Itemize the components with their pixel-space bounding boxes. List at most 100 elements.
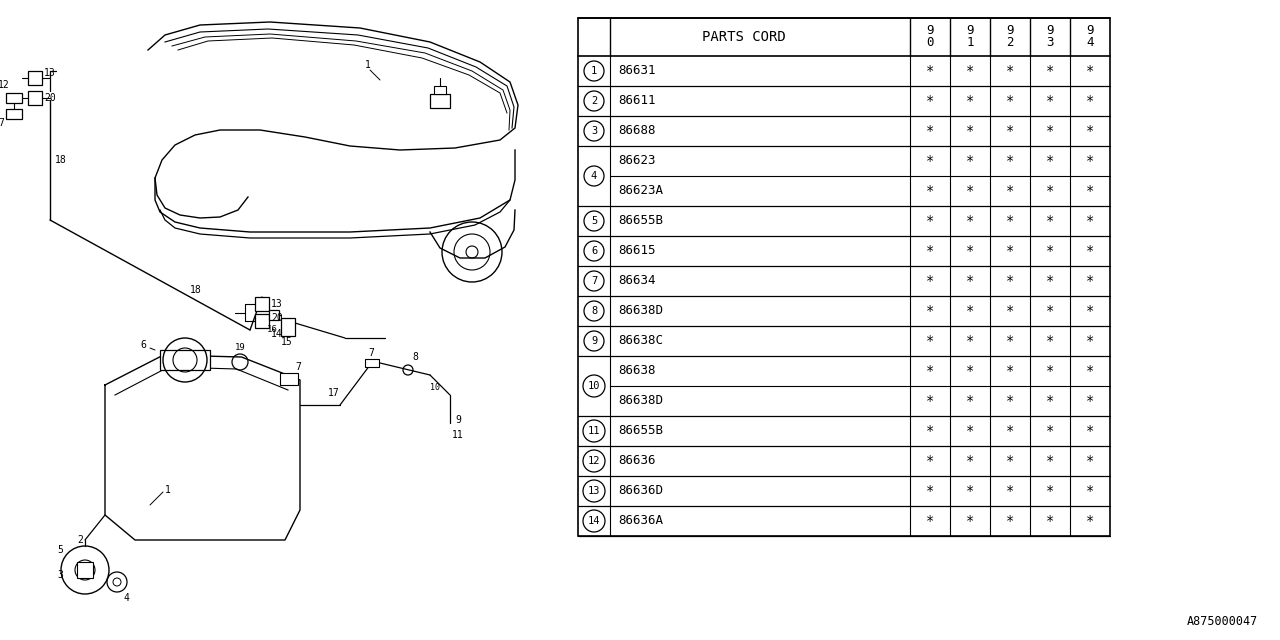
Bar [434, 86, 445, 94]
Text: 12: 12 [588, 456, 600, 466]
Text: *: * [966, 154, 974, 168]
Text: 7: 7 [294, 362, 301, 372]
Text: *: * [925, 454, 934, 468]
Text: *: * [1046, 394, 1055, 408]
Text: 3: 3 [591, 126, 598, 136]
Text: *: * [1085, 64, 1094, 78]
Text: 4: 4 [123, 593, 129, 603]
Text: 4: 4 [591, 171, 598, 181]
Text: PARTS CORD: PARTS CORD [703, 30, 786, 44]
Text: *: * [925, 154, 934, 168]
Bar [255, 297, 269, 311]
Text: *: * [1046, 364, 1055, 378]
Text: *: * [1006, 154, 1014, 168]
Text: *: * [925, 364, 934, 378]
Text: *: * [1046, 454, 1055, 468]
Text: *: * [966, 484, 974, 498]
Text: *: * [1046, 154, 1055, 168]
Text: *: * [966, 514, 974, 528]
Text: *: * [1046, 94, 1055, 108]
Text: *: * [1006, 484, 1014, 498]
Text: *: * [966, 274, 974, 288]
Text: *: * [925, 244, 934, 258]
Text: *: * [1006, 394, 1014, 408]
Text: 86655B: 86655B [618, 424, 663, 438]
Text: 86688: 86688 [618, 125, 655, 138]
Text: *: * [925, 94, 934, 108]
Text: 15: 15 [282, 337, 293, 347]
Text: *: * [1085, 244, 1094, 258]
Text: *: * [966, 334, 974, 348]
Text: *: * [1006, 514, 1014, 528]
Text: *: * [1085, 484, 1094, 498]
Text: *: * [1046, 124, 1055, 138]
Text: *: * [966, 244, 974, 258]
Text: *: * [1085, 184, 1094, 198]
Text: 86623: 86623 [618, 154, 655, 168]
Text: 14: 14 [588, 516, 600, 526]
Text: 9: 9 [966, 24, 974, 38]
Text: 0: 0 [927, 36, 933, 49]
Text: *: * [925, 334, 934, 348]
Text: *: * [1046, 244, 1055, 258]
Text: *: * [1006, 454, 1014, 468]
Text: *: * [1085, 514, 1094, 528]
Text: 86655B: 86655B [618, 214, 663, 227]
Bar [282, 318, 294, 336]
Text: 13: 13 [588, 486, 600, 496]
Text: *: * [1006, 184, 1014, 198]
Text: *: * [966, 454, 974, 468]
Text: 19: 19 [236, 344, 246, 353]
Text: 1: 1 [165, 485, 170, 495]
Text: *: * [1046, 424, 1055, 438]
Text: *: * [966, 214, 974, 228]
Text: *: * [966, 394, 974, 408]
Text: *: * [1006, 94, 1014, 108]
Bar [6, 109, 22, 119]
Text: 9: 9 [1046, 24, 1053, 38]
Text: 86636D: 86636D [618, 484, 663, 497]
Text: *: * [925, 424, 934, 438]
Text: 3: 3 [58, 570, 63, 580]
Text: 9: 9 [591, 336, 598, 346]
Text: *: * [1085, 304, 1094, 318]
Text: *: * [1046, 514, 1055, 528]
Text: 14: 14 [271, 329, 283, 339]
Text: 7: 7 [369, 348, 374, 358]
Text: *: * [1085, 94, 1094, 108]
Text: 10: 10 [430, 383, 440, 392]
Bar [269, 310, 279, 320]
Text: 12: 12 [0, 80, 10, 90]
Text: *: * [1006, 64, 1014, 78]
Text: 5: 5 [58, 545, 63, 555]
Text: *: * [1085, 454, 1094, 468]
Bar [6, 93, 22, 103]
Text: *: * [1006, 424, 1014, 438]
Text: *: * [1085, 214, 1094, 228]
Text: 86611: 86611 [618, 95, 655, 108]
Text: *: * [966, 184, 974, 198]
Text: *: * [966, 94, 974, 108]
Text: 18: 18 [189, 285, 202, 295]
Bar [160, 350, 210, 370]
Text: A875000047: A875000047 [1187, 615, 1258, 628]
Text: *: * [1006, 304, 1014, 318]
Text: *: * [1006, 214, 1014, 228]
Bar [365, 359, 379, 367]
Text: 9: 9 [1087, 24, 1093, 38]
Text: *: * [1006, 244, 1014, 258]
Text: 8: 8 [591, 306, 598, 316]
Text: 86623A: 86623A [618, 184, 663, 198]
Text: 86634: 86634 [618, 275, 655, 287]
Text: 9: 9 [927, 24, 933, 38]
Text: *: * [1085, 424, 1094, 438]
Text: 7: 7 [591, 276, 598, 286]
Text: *: * [925, 124, 934, 138]
Text: *: * [925, 394, 934, 408]
Text: *: * [1006, 274, 1014, 288]
Text: 2: 2 [1006, 36, 1014, 49]
Text: 4: 4 [1087, 36, 1093, 49]
Text: 20: 20 [44, 93, 56, 103]
Text: *: * [1046, 274, 1055, 288]
Text: 2: 2 [591, 96, 598, 106]
